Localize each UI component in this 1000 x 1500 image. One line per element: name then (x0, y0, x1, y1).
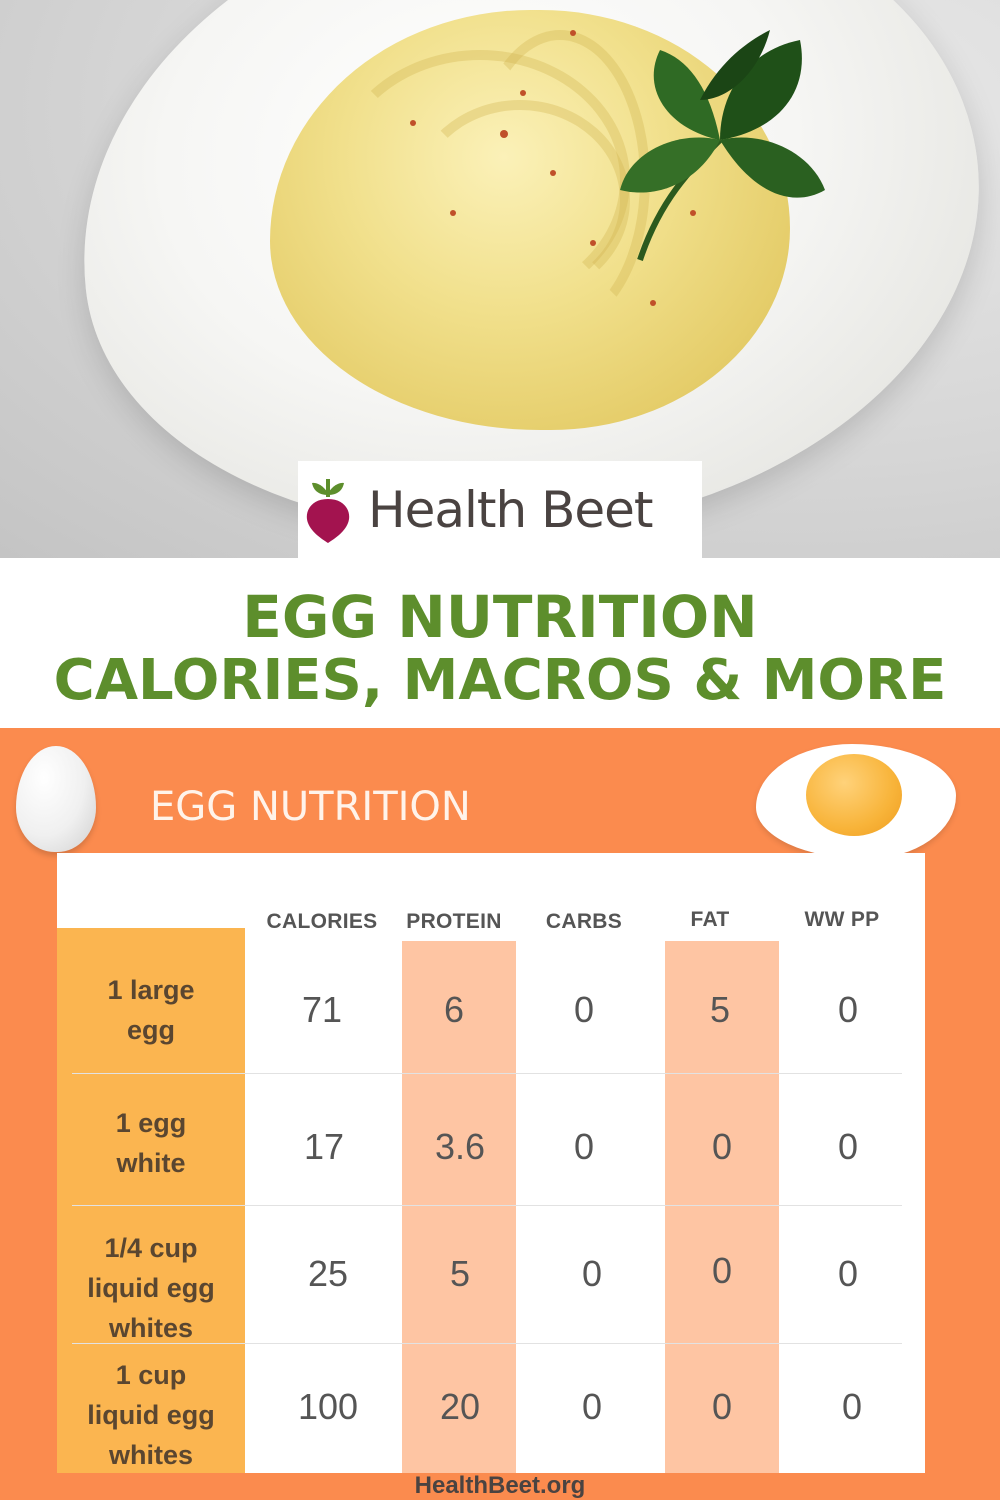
beet-icon (306, 478, 350, 543)
table-cell: 6 (443, 989, 465, 1030)
parsley-garnish (620, 30, 825, 261)
headline: EGG NUTRITION CALORIES, MACROS & MORE (0, 585, 1000, 713)
row-label-quarter-cup-liquid: 1/4 cup liquid egg whites (87, 1233, 215, 1343)
table-cell: 71 (301, 989, 343, 1030)
table-cell: 3.6 (434, 1126, 486, 1167)
nutrition-table: CALORIES PROTEIN CARBS FAT WW PP 1 large… (57, 853, 925, 1473)
table-cell: 0 (711, 1250, 733, 1291)
fried-egg-icon (756, 744, 956, 859)
column-header-carbs: CARBS (545, 910, 623, 933)
table-cell: 0 (711, 1386, 733, 1427)
row-label-egg-white: 1 egg white (115, 1108, 187, 1178)
table-cell: 0 (837, 1253, 859, 1294)
table-cell: 0 (837, 989, 859, 1030)
column-header-calories: CALORIES (266, 910, 378, 933)
deviled-egg-photo: Health Beet (0, 0, 1000, 558)
protein-highlight (402, 941, 516, 1473)
fat-highlight (665, 941, 779, 1473)
table-cell: 0 (711, 1126, 733, 1167)
table-cell: 0 (581, 1386, 603, 1427)
table-cell: 0 (573, 989, 595, 1030)
table-cell: 0 (573, 1126, 595, 1167)
table-cell: 5 (709, 989, 731, 1030)
row-label-one-cup-liquid: 1 cup liquid egg whites (87, 1360, 215, 1470)
row-label-large-egg: 1 large egg (107, 975, 195, 1045)
brand-name: Health Beet (368, 480, 654, 539)
column-header-protein: PROTEIN (406, 910, 502, 933)
headline-line-1: EGG NUTRITION (242, 583, 758, 651)
row-label-column (57, 928, 245, 1473)
column-header-ww-pp: WW PP (804, 908, 880, 931)
headline-line-2: CALORIES, MACROS & MORE (53, 648, 947, 713)
table-cell: 5 (449, 1253, 471, 1294)
brand-logo: Health Beet (298, 461, 702, 558)
table-cell: 0 (837, 1126, 859, 1167)
column-header-fat: FAT (690, 908, 730, 931)
table-cell: 0 (581, 1253, 603, 1294)
infographic-title: EGG NUTRITION (150, 784, 471, 830)
yolk-filling (270, 10, 790, 430)
footer-url: HealthBeet.org (414, 1472, 586, 1499)
egg-icon (16, 746, 96, 852)
table-cell: 17 (303, 1126, 345, 1167)
nutrition-infographic: EGG NUTRITION CALORIES PROTEIN CARBS FAT… (0, 728, 1000, 1500)
table-cell: 0 (841, 1386, 863, 1427)
table-cell: 20 (439, 1386, 481, 1427)
table-cell: 25 (307, 1253, 349, 1294)
table-cell: 100 (297, 1386, 359, 1427)
